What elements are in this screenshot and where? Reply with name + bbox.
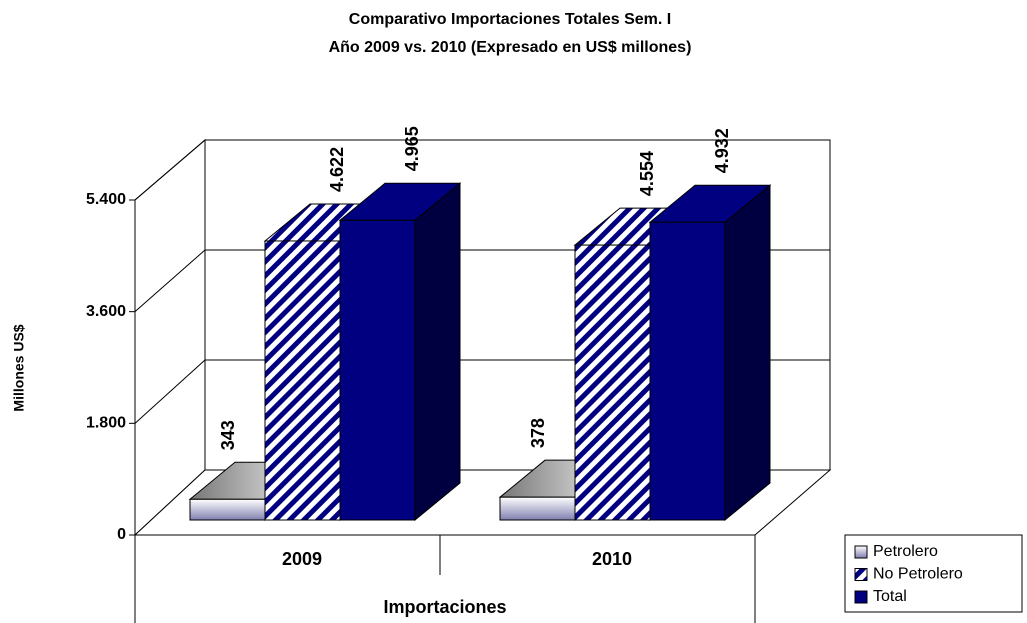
chart-title: Comparativo Importaciones Totales Sem. I — [349, 11, 671, 28]
data-label: 343 — [218, 420, 238, 450]
grid-line — [134, 359, 206, 424]
legend-label: Total — [873, 588, 907, 605]
x-axis-label: Importaciones — [383, 597, 506, 617]
y-axis-label: Millones US$ — [11, 324, 27, 411]
bar — [338, 182, 462, 522]
legend-swatch — [854, 545, 868, 559]
x-tick-label: 2010 — [592, 549, 632, 569]
bar — [648, 184, 772, 522]
y-tick-label: 3.600 — [86, 303, 126, 320]
data-label: 4.932 — [712, 128, 732, 173]
y-tick-label: 1.800 — [86, 415, 126, 432]
bar-front — [499, 496, 576, 521]
chart-title: Año 2009 vs. 2010 (Expresado en US$ mill… — [329, 39, 692, 56]
legend-swatch — [854, 590, 868, 604]
data-label: 4.554 — [637, 151, 657, 196]
bar-front — [264, 240, 341, 521]
y-tick-label: 5.400 — [86, 191, 126, 208]
legend-label: No Petrolero — [873, 566, 963, 583]
bar-front — [649, 221, 726, 521]
bar-side — [414, 182, 461, 522]
y-tick-label: 0 — [117, 526, 126, 543]
data-label: 4.965 — [402, 126, 422, 171]
grid-line — [134, 249, 206, 313]
grid-line — [134, 139, 206, 201]
x-tick-label: 2009 — [282, 549, 322, 569]
data-label: 4.622 — [327, 147, 347, 192]
bar-front — [339, 219, 416, 521]
bar-front — [189, 498, 266, 521]
bar-front — [574, 244, 651, 521]
bar-side — [724, 184, 771, 522]
legend-swatch — [854, 568, 868, 581]
legend-label: Petrolero — [873, 543, 938, 560]
data-label: 378 — [528, 418, 548, 448]
